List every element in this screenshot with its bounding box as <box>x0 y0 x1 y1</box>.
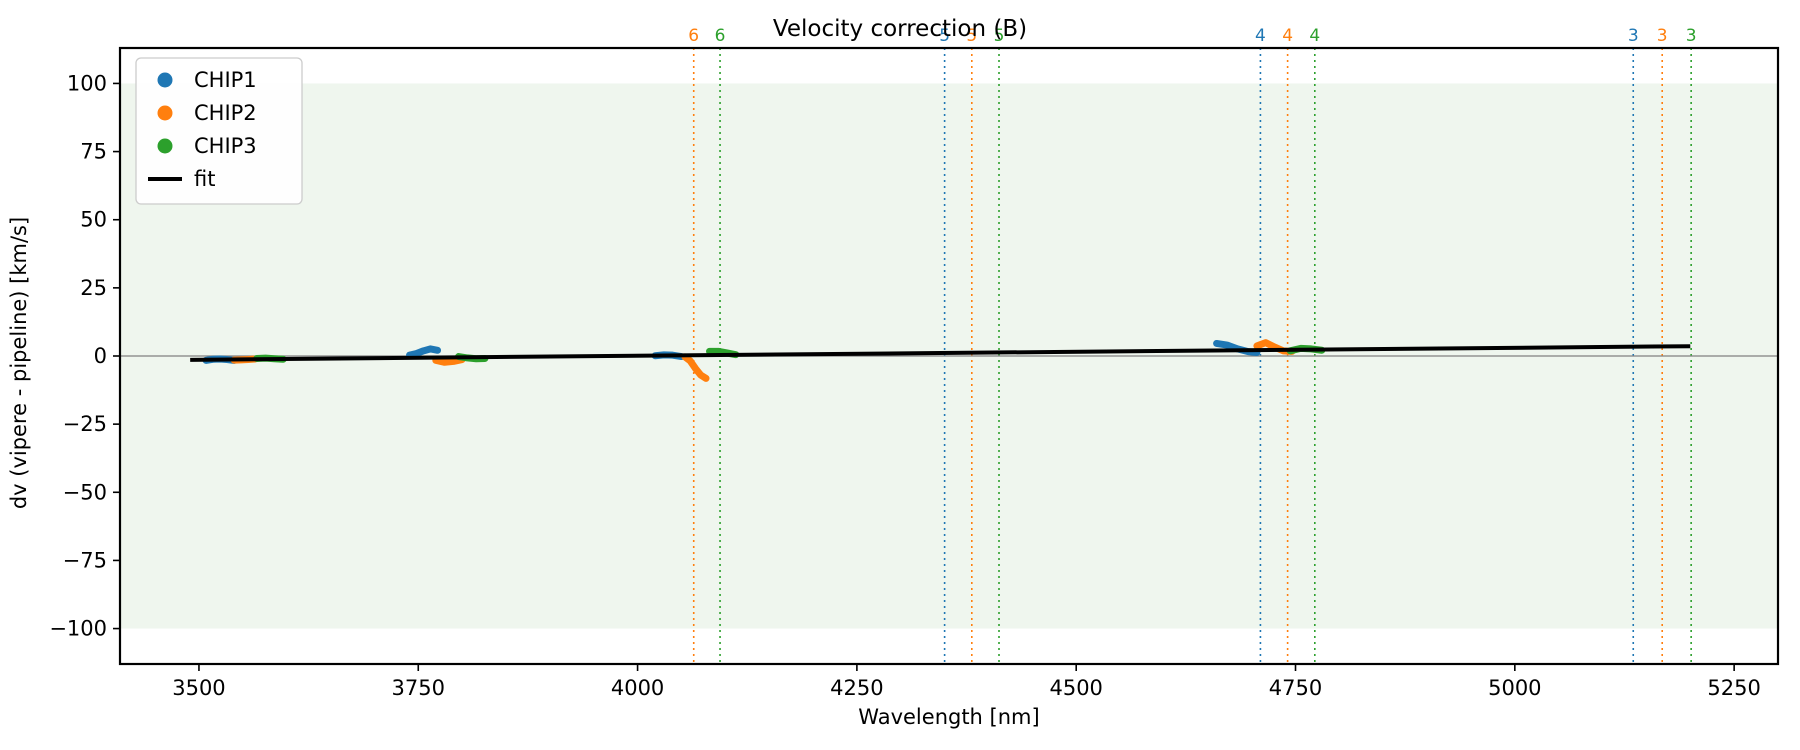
legend-label-chip3: CHIP3 <box>194 134 257 158</box>
y-tick-label: −75 <box>63 548 107 572</box>
y-tick-label: 25 <box>80 276 107 300</box>
x-tick-label: 4750 <box>1269 676 1322 700</box>
fit-line <box>190 344 1691 362</box>
x-tick-label: 5000 <box>1488 676 1541 700</box>
order-number-label-chip2-6: 6 <box>688 26 699 46</box>
order-number-label-chip3-3: 3 <box>1686 26 1697 46</box>
x-tick-label: 3750 <box>392 676 445 700</box>
order-number-label-chip1-5: 5 <box>939 26 950 46</box>
legend-marker-chip1 <box>157 72 173 88</box>
order-number-label-chip3-6: 6 <box>715 26 726 46</box>
y-tick-label: 50 <box>80 208 107 232</box>
x-tick-label: 4250 <box>830 676 883 700</box>
x-tick-label: 4000 <box>611 676 664 700</box>
order-number-label-chip3-4: 4 <box>1309 26 1320 46</box>
x-tick-label: 3500 <box>172 676 225 700</box>
order-number-label-chip2-5: 5 <box>966 26 977 46</box>
y-tick-label: −25 <box>63 412 107 436</box>
y-tick-label: 0 <box>94 344 107 368</box>
y-tick-label: 100 <box>67 71 107 95</box>
y-tick-label: 75 <box>80 140 107 164</box>
order-number-label-chip2-4: 4 <box>1282 26 1293 46</box>
x-axis-ticks: 3500 3750 4000 4250 4500 4750 5000 5250 <box>172 664 1761 700</box>
legend-box <box>135 57 303 205</box>
legend-marker-chip3 <box>157 138 173 154</box>
legend-marker-chip2 <box>157 105 173 121</box>
order-number-label-chip3-5: 5 <box>994 26 1005 46</box>
y-tick-label: −100 <box>49 617 107 641</box>
legend-label-chip1: CHIP1 <box>194 68 257 92</box>
order-number-label-chip2-3: 3 <box>1657 26 1668 46</box>
legend-label-fit: fit <box>194 167 215 191</box>
chart-legend: CHIP1 CHIP2 CHIP3 fit <box>135 57 303 205</box>
y-axis-ticks: −100 −75 −50 −25 0 25 50 75 100 <box>49 71 120 641</box>
y-axis-label: dv (vipere - pipeline) [km/s] <box>7 217 31 509</box>
x-tick-label: 4500 <box>1049 676 1102 700</box>
order-number-label-chip1-4: 4 <box>1255 26 1266 46</box>
y-tick-label: −50 <box>63 480 107 504</box>
order-number-label-chip1-3: 3 <box>1628 26 1639 46</box>
data-segment-chip2-order-6 <box>432 356 466 366</box>
x-tick-label: 5250 <box>1707 676 1760 700</box>
data-segment-chip2-order-5 <box>681 353 710 382</box>
data-segment-chip1-order-6 <box>405 345 442 359</box>
x-axis-label: Wavelength [nm] <box>858 705 1039 729</box>
fit-line-layer <box>190 344 1691 362</box>
legend-label-chip2: CHIP2 <box>194 101 257 125</box>
page-title: Velocity correction (B) <box>773 16 1027 42</box>
